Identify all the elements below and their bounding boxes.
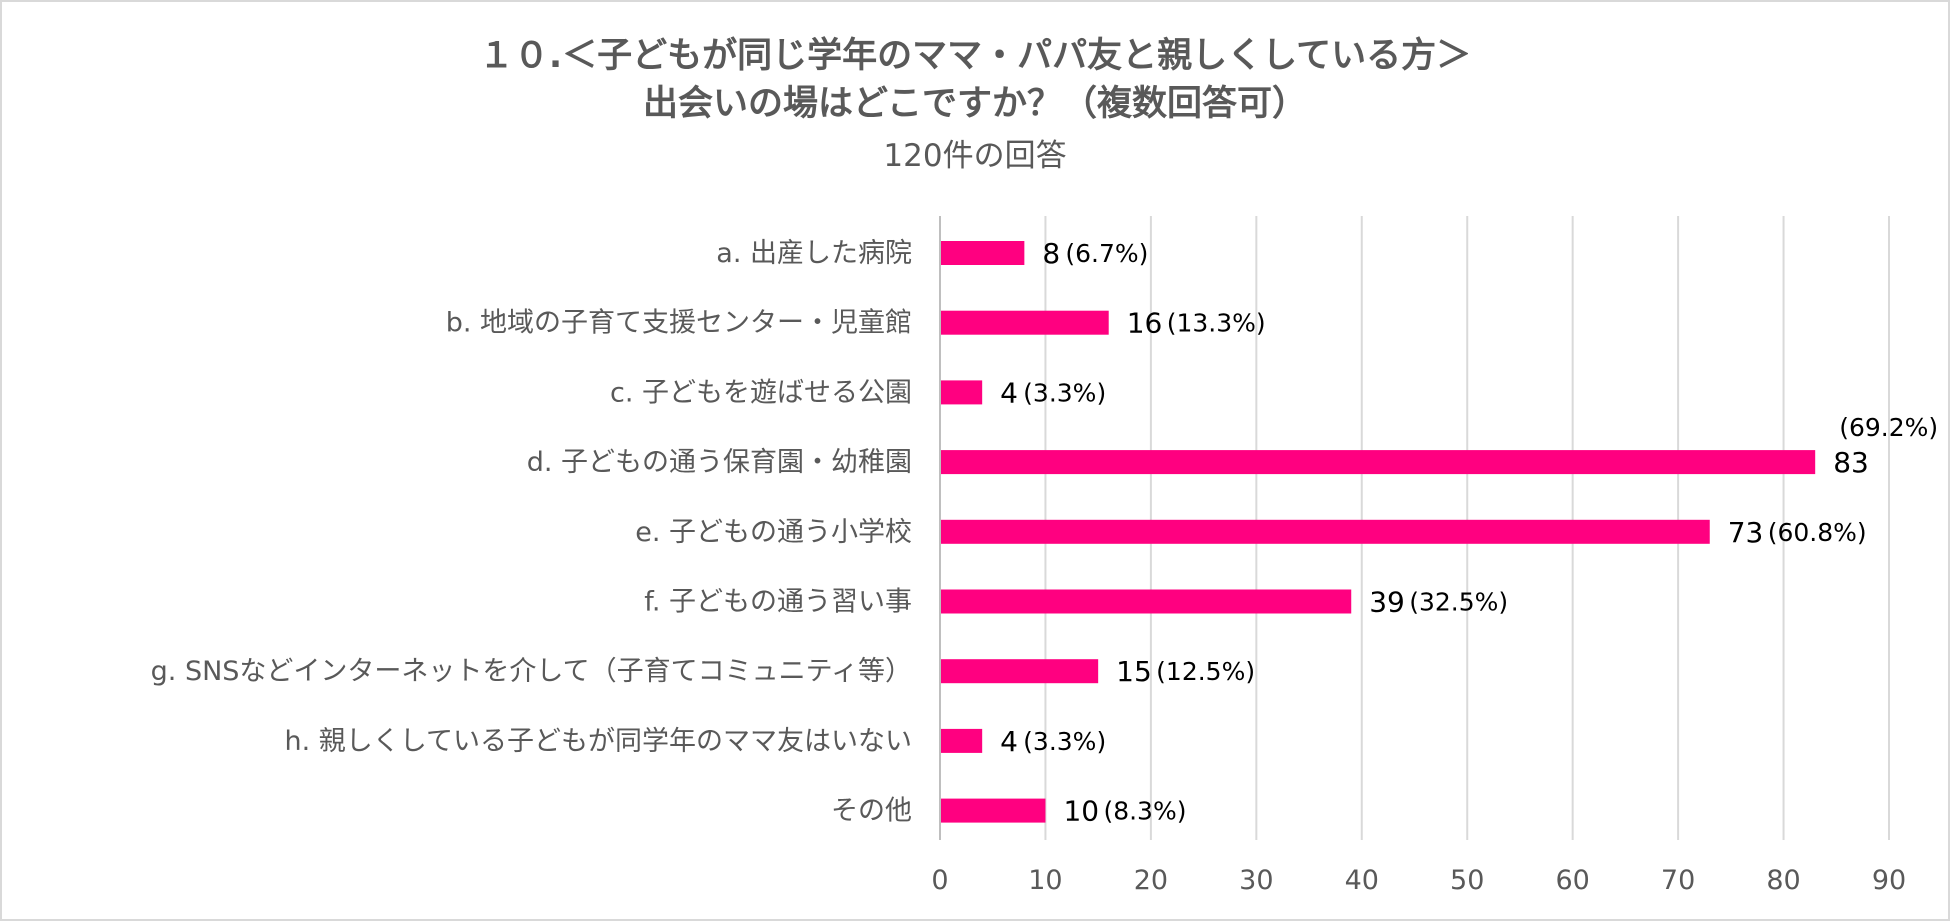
data-label-count: 16 [1127, 307, 1163, 340]
data-label-count: 39 [1369, 586, 1405, 619]
category-label: a. 出産した病院 [716, 238, 912, 269]
data-label-percent: (60.8%) [1768, 518, 1867, 547]
bar [941, 241, 1025, 265]
x-tick-label: 10 [1028, 865, 1062, 896]
category-label: c. 子どもを遊ばせる公園 [610, 377, 912, 408]
bar [941, 450, 1816, 475]
category-label: f. 子どもの通う習い事 [644, 587, 912, 618]
x-tick-label: 80 [1766, 865, 1800, 896]
x-tick-label: 40 [1345, 865, 1379, 896]
bar [941, 519, 1710, 544]
chart-subtitle: 120件の回答 [883, 138, 1067, 174]
data-label-percent: (13.3%) [1167, 309, 1266, 338]
data-label-count: 83 [1833, 446, 1869, 479]
data-label-percent: (3.3%) [1023, 727, 1106, 756]
bar [941, 310, 1109, 335]
x-tick-label: 60 [1555, 865, 1589, 896]
chart-title-line-1: １０.＜子どもが同じ学年のママ・パパ友と親しくしている方＞ [478, 36, 1472, 76]
bar [941, 659, 1099, 684]
data-label-percent: (69.2%) [1839, 413, 1938, 442]
x-tick-label: 20 [1134, 865, 1168, 896]
x-tick-label: 30 [1239, 865, 1273, 896]
data-label-count: 4 [1000, 725, 1018, 758]
category-label: e. 子どもの通う小学校 [635, 517, 912, 548]
x-tick-label: 50 [1450, 865, 1484, 896]
data-label-count: 8 [1042, 237, 1060, 270]
bar [941, 589, 1352, 614]
data-label-percent: (6.7%) [1065, 239, 1148, 268]
category-label: その他 [831, 796, 912, 827]
bar [941, 380, 983, 405]
category-label: d. 子どもの通う保育園・幼稚園 [527, 447, 912, 478]
data-label-count: 10 [1063, 795, 1099, 828]
bar [941, 798, 1046, 823]
chart-title-line-2: 出会いの場はどこですか？（複数回答可） [643, 84, 1307, 124]
category-label: h. 親しくしている子どもが同学年のママ友はいない [285, 726, 912, 757]
data-label-percent: (3.3%) [1023, 378, 1106, 407]
category-label: b. 地域の子育て支援センター・児童館 [446, 308, 912, 339]
x-tick-label: 70 [1661, 865, 1695, 896]
data-label-percent: (32.5%) [1409, 588, 1508, 617]
data-label-count: 15 [1116, 655, 1152, 688]
x-tick-label: 90 [1872, 865, 1906, 896]
data-label-percent: (8.3%) [1103, 797, 1186, 826]
bar [941, 728, 983, 753]
x-tick-label: 0 [931, 865, 948, 896]
data-label-count: 4 [1000, 376, 1018, 409]
data-label-percent: (12.5%) [1156, 657, 1255, 686]
category-label: g. SNSなどインターネットを介して（子育てコミュニティ等） [151, 656, 912, 687]
data-label-count: 73 [1728, 516, 1764, 549]
